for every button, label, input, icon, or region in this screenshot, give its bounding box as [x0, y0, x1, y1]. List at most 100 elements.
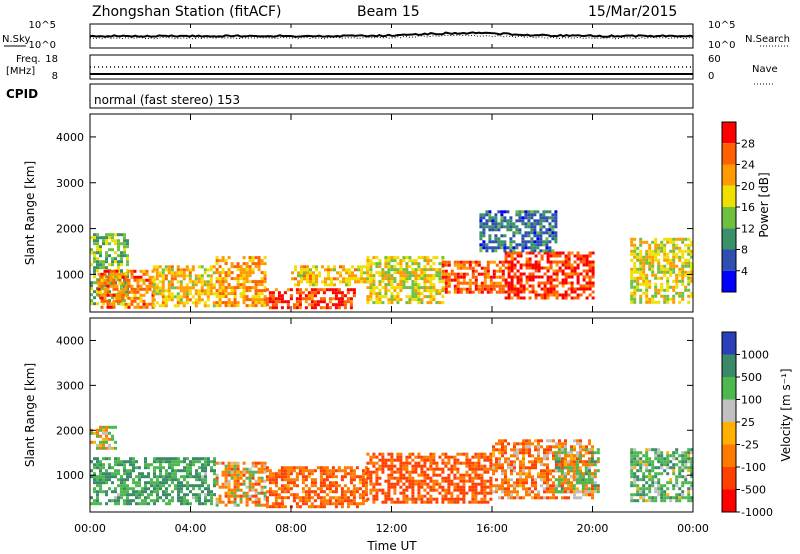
vel-cell — [257, 467, 261, 471]
power-cell — [97, 272, 101, 276]
vel-cell — [310, 496, 314, 500]
vel-cell — [546, 463, 549, 467]
vel-cell — [558, 475, 561, 479]
vel-cell — [450, 497, 454, 501]
vel-cell — [531, 475, 534, 479]
vel-cell — [280, 490, 284, 494]
power-cell — [489, 284, 493, 288]
vel-cell — [636, 457, 640, 461]
power-cell — [503, 225, 507, 229]
power-cell — [100, 278, 104, 282]
power-cell — [561, 269, 565, 273]
power-cell — [97, 293, 101, 297]
power-cell — [518, 213, 522, 217]
power-cell — [112, 269, 116, 273]
power-cell — [630, 276, 634, 280]
power-cell — [681, 249, 685, 253]
vel-cell — [471, 461, 475, 465]
power-cell — [494, 216, 498, 220]
vel-cell — [355, 502, 359, 506]
power-cell — [303, 265, 306, 269]
vel-cell — [301, 490, 305, 494]
vel-cell — [111, 499, 114, 503]
vel-cell — [645, 475, 649, 479]
vel-cell — [495, 466, 498, 470]
power-cell — [136, 278, 140, 282]
power-cell — [474, 260, 478, 264]
power-cell — [501, 287, 505, 291]
power-cell — [500, 234, 504, 238]
power-cell — [507, 269, 511, 273]
power-cell — [561, 251, 565, 255]
vel-cell — [584, 481, 588, 485]
power-cell — [158, 280, 162, 284]
power-cell — [576, 257, 580, 261]
power-cell — [182, 301, 186, 305]
power-cell — [96, 236, 99, 240]
vel-cell — [331, 484, 335, 488]
power-cell — [534, 290, 538, 294]
power-cell — [660, 243, 664, 247]
power-cell — [546, 254, 550, 258]
power-cell — [513, 266, 517, 270]
power-cell — [375, 292, 379, 296]
power-cell — [363, 271, 366, 275]
power-cell — [360, 265, 363, 269]
vel-cell — [651, 448, 655, 452]
vel-cell — [393, 482, 397, 486]
vel-cell — [292, 484, 296, 488]
vel-cell — [141, 487, 144, 491]
power-cell — [354, 280, 357, 284]
vel-cell — [534, 481, 537, 485]
power-cell — [474, 284, 478, 288]
power-cell — [438, 280, 442, 284]
vel-cell — [540, 439, 543, 443]
vel-cell — [322, 466, 326, 470]
vel-cell — [117, 469, 120, 473]
power-cell — [96, 302, 99, 306]
vel-cell — [171, 490, 174, 494]
vel-cell — [630, 448, 634, 452]
power-cell — [120, 263, 123, 267]
vel-cell — [462, 494, 466, 498]
power-cell — [672, 246, 676, 250]
vel-cell — [313, 469, 317, 473]
power-cell — [531, 278, 535, 282]
power-cell — [369, 283, 373, 287]
vel-cell — [549, 484, 552, 488]
power-cell — [315, 283, 318, 287]
power-cell — [639, 258, 643, 262]
vel-cell — [265, 496, 269, 500]
vel-cell — [540, 484, 543, 488]
power-cell — [215, 256, 219, 260]
power-cell — [657, 267, 661, 271]
vel-cell — [120, 487, 123, 491]
vel-cell — [569, 481, 573, 485]
vel-cell — [408, 455, 412, 459]
vel-cell — [319, 484, 323, 488]
power-cell — [263, 298, 267, 302]
vel-cell — [654, 481, 658, 485]
vel-cell — [236, 476, 240, 480]
power-cell — [542, 243, 546, 247]
power-cell — [224, 280, 228, 284]
power-cell — [170, 277, 174, 281]
power-cell — [396, 301, 400, 305]
vel-cell — [495, 442, 498, 446]
power-cell — [642, 255, 646, 259]
power-ylabel: Slant Range [km] — [23, 161, 37, 265]
power-cell — [660, 285, 664, 289]
vel-cell — [492, 451, 495, 455]
power-cell — [588, 266, 592, 270]
power-cell — [390, 280, 394, 284]
power-cell — [531, 275, 535, 279]
vel-cell — [591, 445, 594, 449]
vel-cell — [156, 478, 159, 482]
power-cell — [648, 249, 652, 253]
x-tick-label: 08:00 — [275, 522, 307, 535]
colorbar-swatch — [722, 228, 736, 250]
vel-cell — [120, 490, 123, 494]
power-cell — [492, 260, 496, 264]
vel-cell — [177, 490, 180, 494]
power-cell — [429, 289, 433, 293]
